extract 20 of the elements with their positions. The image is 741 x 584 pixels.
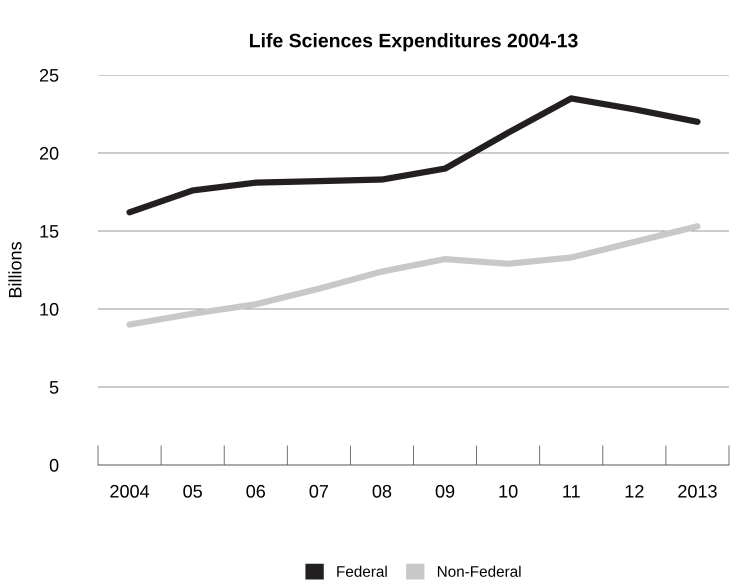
legend-label: Federal <box>337 566 387 577</box>
x-tick-label: 12 <box>626 484 644 498</box>
y-tick-label: 15 <box>40 225 58 238</box>
x-tick-label: 10 <box>499 484 518 498</box>
y-tick-label: 10 <box>40 302 58 316</box>
legend-label: Non-Federal <box>438 566 521 577</box>
y-tick-label: 20 <box>40 146 58 160</box>
x-tick-label: 07 <box>310 484 328 498</box>
x-tick-label: 05 <box>183 484 202 498</box>
y-tick-label: 0 <box>50 458 58 472</box>
chart-title: Life Sciences Expenditures 2004-13 <box>250 33 578 52</box>
x-tick-label: 11 <box>563 485 580 498</box>
y-tick-label: 25 <box>40 68 58 82</box>
y-tick-label: 5 <box>50 381 58 394</box>
y-axis-title: Billions <box>8 242 22 298</box>
x-tick-label: 2013 <box>678 484 717 498</box>
x-tick-label: 08 <box>372 484 392 498</box>
x-tick-label: 2004 <box>110 484 150 498</box>
x-tick-label: 06 <box>246 484 265 498</box>
x-tick-label: 09 <box>436 484 454 498</box>
